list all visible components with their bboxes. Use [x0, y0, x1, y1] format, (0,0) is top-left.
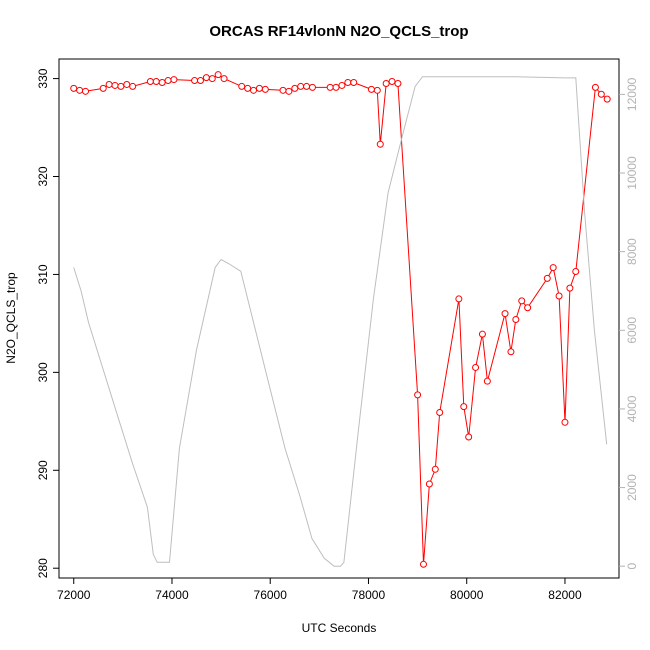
y2-tick-label: 10000	[625, 156, 639, 190]
chart-title: ORCAS RF14vlonN N2O_QCLS_trop	[209, 23, 468, 40]
n2o-data-point	[238, 82, 246, 90]
n2o-data-point	[129, 82, 137, 90]
plot-area: 72000 74000 76000 78000 80000 820002802903003…	[36, 58, 639, 602]
n2o-data-point	[111, 81, 119, 89]
y-tick-label: 300	[36, 362, 50, 382]
n2o-data-point	[220, 75, 228, 83]
n2o-data-point	[512, 315, 520, 323]
n2o-data-point	[350, 79, 358, 87]
n2o-data-point	[70, 84, 78, 92]
n2o-data-point	[158, 79, 166, 87]
y2-tick-label: 0	[625, 563, 639, 570]
n2o-data-point	[478, 330, 486, 338]
y2-tick-label: 8000	[625, 238, 639, 265]
y-tick-label: 320	[36, 166, 50, 186]
n2o-data-point	[164, 77, 172, 85]
n2o-data-point	[326, 83, 334, 91]
x-tick-label: 72000	[57, 588, 91, 602]
y2-tick-label: 2000	[625, 474, 639, 501]
n2o-data-point	[99, 84, 107, 92]
n2o-data-point	[561, 418, 569, 426]
n2o-data-point	[332, 83, 340, 91]
n2o-data-point	[123, 80, 131, 88]
n2o-data-point	[597, 90, 605, 98]
n2o-data-point	[572, 267, 580, 275]
n2o-data-point	[549, 264, 557, 272]
x-tick-label: 80000	[450, 588, 484, 602]
n2o-data-point	[419, 560, 427, 568]
n2o-data-point	[152, 78, 160, 86]
n2o-data-point	[250, 86, 258, 94]
n2o-data-point	[367, 85, 375, 93]
x-tick-label: 78000	[352, 588, 386, 602]
n2o-data-point	[501, 310, 509, 318]
n2o-data-point	[555, 292, 563, 300]
n2o-data-point	[196, 77, 204, 85]
n2o-data-point	[591, 83, 599, 91]
n2o-data-point	[425, 480, 433, 488]
n2o-data-point	[455, 295, 463, 303]
n2o-data-point	[214, 71, 222, 79]
n2o-data-point	[524, 304, 532, 312]
x-tick-label: 74000	[155, 588, 189, 602]
n2o-data-point	[279, 86, 287, 94]
n2o-data-point	[303, 82, 311, 90]
n2o-data-point	[431, 465, 439, 473]
n2o-data-point	[117, 82, 125, 90]
y2-tick-label: 4000	[625, 395, 639, 422]
n2o-data-point	[244, 84, 252, 92]
y-tick-label: 330	[36, 68, 50, 88]
n2o-data-point	[255, 84, 263, 92]
plot-frame	[58, 58, 620, 579]
altitude-series-line	[73, 76, 608, 567]
n2o-data-point	[297, 82, 305, 90]
n2o-data-point	[208, 75, 216, 83]
n2o-data-point	[344, 79, 352, 87]
n2o-data-point	[76, 86, 84, 94]
n2o-data-point	[376, 140, 384, 148]
n2o-data-point	[170, 76, 178, 84]
n2o-data-point	[518, 297, 526, 305]
n2o-data-point	[82, 87, 90, 95]
x-tick-label: 76000	[254, 588, 288, 602]
y-tick-label: 280	[36, 558, 50, 578]
y2-tick-label: 12000	[625, 77, 639, 111]
n2o-series-line	[73, 74, 608, 565]
n2o-data-point	[414, 391, 422, 399]
n2o-data-point	[308, 83, 316, 91]
y-tick-label: 310	[36, 264, 50, 284]
y2-tick-label: 6000	[625, 317, 639, 344]
n2o-data-point	[146, 78, 154, 86]
y-axis-label: N2O_QCLS_trop	[4, 272, 18, 364]
n2o-data-point	[338, 81, 346, 89]
n2o-data-point	[507, 348, 515, 356]
n2o-data-point	[460, 403, 468, 411]
n2o-data-point	[394, 79, 402, 87]
n2o-data-point	[202, 74, 210, 82]
n2o-data-point	[465, 433, 473, 441]
n2o-data-point	[291, 84, 299, 92]
n2o-data-point	[388, 78, 396, 86]
n2o-data-point	[483, 377, 491, 385]
n2o-data-point	[472, 363, 480, 371]
n2o-data-point	[105, 80, 113, 88]
n2o-data-point	[543, 274, 551, 282]
n2o-data-point	[285, 87, 293, 95]
n2o-data-point	[566, 284, 574, 292]
n2o-data-point	[261, 85, 269, 93]
x-tick-label: 82000	[548, 588, 582, 602]
n2o-data-point	[436, 409, 444, 417]
y-tick-label: 290	[36, 460, 50, 480]
x-axis-label: UTC Seconds	[302, 621, 377, 635]
n2o-data-point	[373, 86, 381, 94]
n2o-data-point	[191, 77, 199, 85]
n2o-data-point	[382, 79, 390, 87]
n2o-data-point	[603, 95, 611, 103]
